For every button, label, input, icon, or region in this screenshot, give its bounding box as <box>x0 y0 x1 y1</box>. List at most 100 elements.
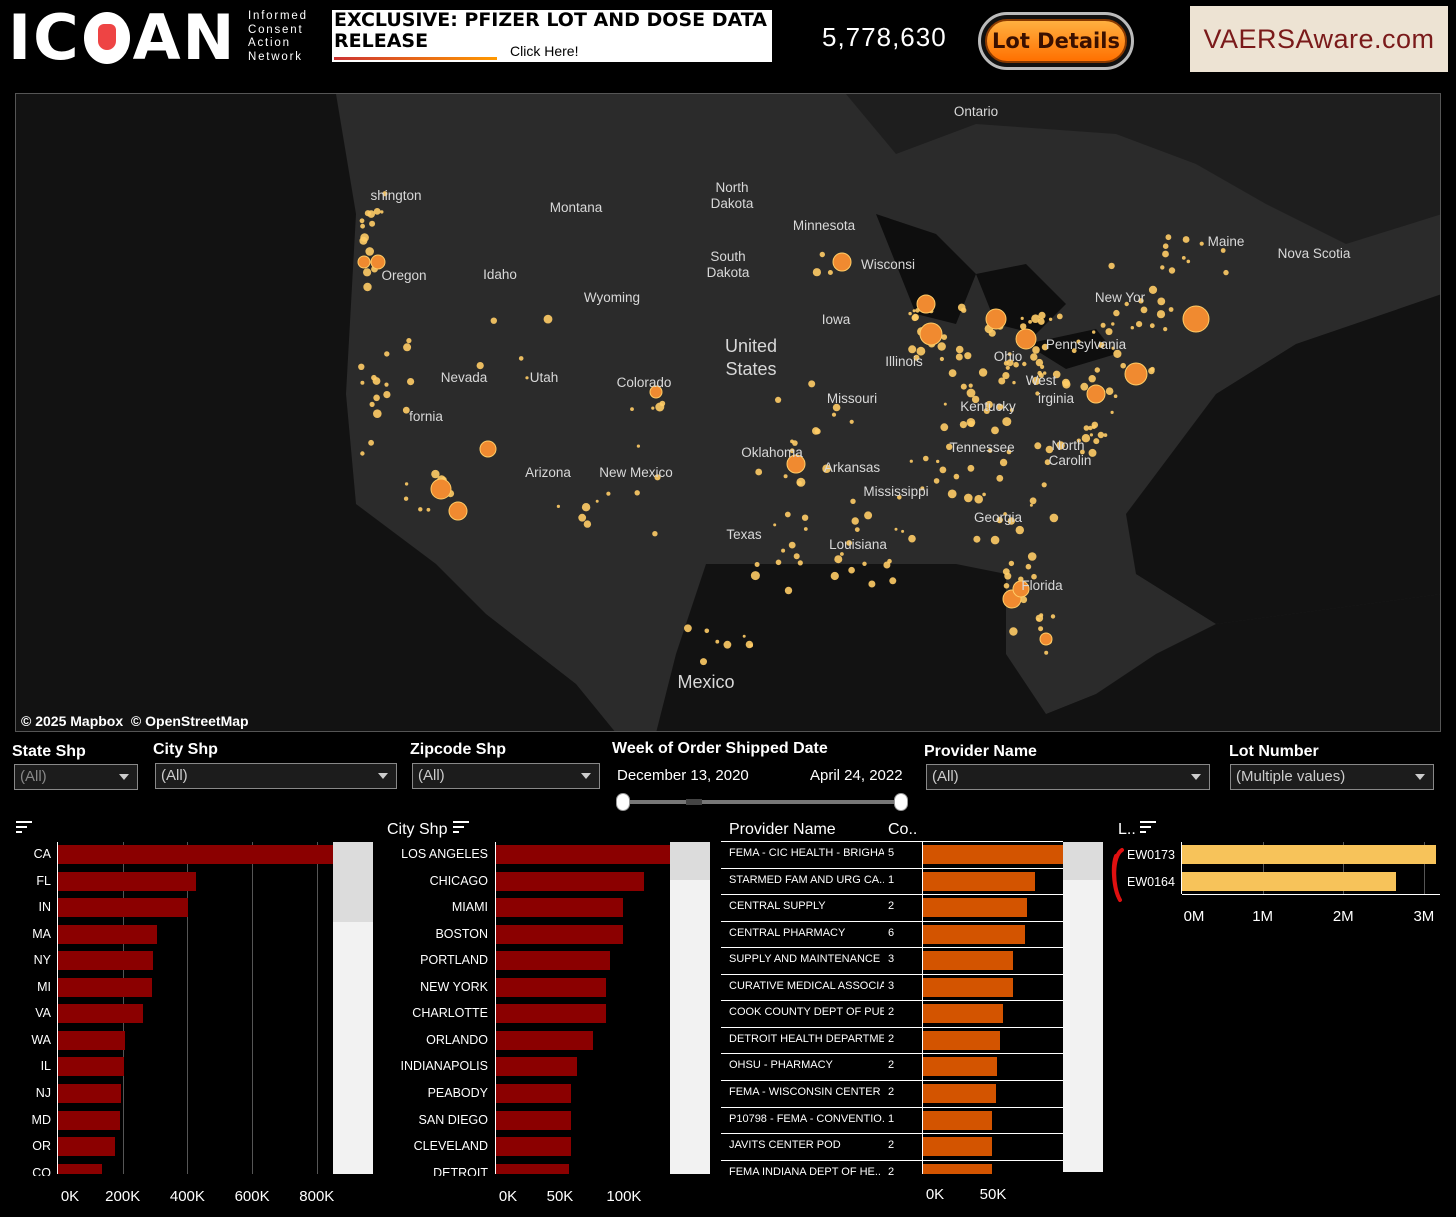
shipment-dot-large[interactable] <box>1039 632 1053 646</box>
lot-category-label[interactable]: EW0173 <box>1127 848 1175 862</box>
shipment-dot[interactable] <box>1041 343 1049 351</box>
state-category-label[interactable]: FL <box>36 873 51 888</box>
shipment-dot[interactable] <box>1003 583 1010 589</box>
shipment-dot[interactable] <box>403 496 409 501</box>
shipment-dot[interactable] <box>1041 482 1047 488</box>
shipment-dot[interactable] <box>383 391 391 399</box>
shipment-dot[interactable] <box>808 380 816 388</box>
shipment-dot[interactable] <box>960 383 967 390</box>
city-category-label[interactable]: CHICAGO <box>429 873 488 888</box>
shipment-dot[interactable] <box>897 495 902 500</box>
shipment-dot[interactable] <box>796 480 802 486</box>
shipment-dot[interactable] <box>803 527 808 531</box>
city-category-label[interactable]: MIAMI <box>451 900 488 915</box>
shipment-dot[interactable] <box>1080 449 1085 455</box>
state-bar[interactable] <box>58 1163 102 1174</box>
shipment-dot[interactable] <box>1105 387 1114 396</box>
shipment-dot[interactable] <box>1088 375 1096 383</box>
shipment-dot[interactable] <box>1038 626 1044 632</box>
city-bar[interactable] <box>496 1110 572 1130</box>
shipment-dot[interactable] <box>525 376 529 380</box>
shipment-dot[interactable] <box>1081 434 1091 443</box>
shipment-dot[interactable] <box>1009 627 1018 636</box>
provider-bar[interactable] <box>923 1110 992 1130</box>
provider-name-cell[interactable]: DETROIT HEALTH DEPARTME.. <box>729 1032 884 1045</box>
shipment-dot[interactable] <box>996 474 1004 482</box>
shipment-dot[interactable] <box>831 412 837 417</box>
shipment-dot[interactable] <box>889 577 897 585</box>
shipment-dot[interactable] <box>968 420 975 427</box>
shipment-dot[interactable] <box>1098 342 1105 348</box>
provider-name-cell[interactable]: SUPPLY AND MAINTENANCE <box>729 953 881 966</box>
shipment-dot[interactable] <box>384 351 390 357</box>
shipment-dot[interactable] <box>404 482 409 486</box>
city-category-label[interactable]: NEW YORK <box>420 979 488 994</box>
shipment-dot[interactable] <box>1003 512 1007 516</box>
shipment-dot-large[interactable] <box>916 294 936 314</box>
state-category-label[interactable]: VA <box>35 1006 51 1021</box>
shipment-dot[interactable] <box>1032 376 1041 385</box>
shipment-dot[interactable] <box>901 529 905 533</box>
provider-bar[interactable] <box>923 977 1013 997</box>
shipment-dot[interactable] <box>1020 316 1024 320</box>
state-bar[interactable] <box>58 977 152 997</box>
shipment-dot[interactable] <box>1031 573 1037 580</box>
city-category-label[interactable]: CLEVELAND <box>413 1139 488 1154</box>
date-slider-track[interactable] <box>622 800 902 804</box>
shipment-dot[interactable] <box>1091 421 1099 429</box>
shipment-dot[interactable] <box>359 218 365 224</box>
provider-name-cell[interactable]: P10798 - FEMA - CONVENTIO.. <box>729 1112 884 1125</box>
shipment-dot[interactable] <box>1007 352 1012 356</box>
shipment-dot[interactable] <box>363 268 372 277</box>
provider-name-cell[interactable]: JAVITS CENTER POD <box>729 1139 841 1152</box>
shipment-dot[interactable] <box>991 426 999 435</box>
state-category-label[interactable]: WA <box>31 1032 51 1047</box>
shipment-dot[interactable] <box>1089 433 1093 437</box>
date-slider-end-handle[interactable] <box>894 793 908 811</box>
shipment-dot[interactable] <box>1130 326 1135 330</box>
city-bar[interactable] <box>496 924 623 944</box>
shipment-dot-large[interactable] <box>985 308 1007 330</box>
shipment-dot[interactable] <box>358 363 365 370</box>
shipment-dot[interactable] <box>1156 310 1166 319</box>
shipment-dot[interactable] <box>1038 311 1046 319</box>
shipment-dot[interactable] <box>1050 614 1056 619</box>
sort-icon[interactable] <box>1140 821 1156 835</box>
shipment-dot[interactable] <box>941 334 948 340</box>
shipment-dot[interactable] <box>1020 323 1027 330</box>
shipment-dot[interactable] <box>402 406 410 414</box>
provider-bar[interactable] <box>923 1057 998 1077</box>
shipment-dot[interactable] <box>426 507 431 512</box>
shipment-dot[interactable] <box>909 459 913 463</box>
city-bar[interactable] <box>496 951 610 971</box>
shipment-dot[interactable] <box>373 409 382 419</box>
city-chart-scroll-thumb[interactable] <box>670 842 710 880</box>
shipment-dot[interactable] <box>849 419 854 424</box>
shipment-dot[interactable] <box>968 383 973 388</box>
shipment-dot[interactable] <box>775 396 782 403</box>
city-bar[interactable] <box>496 898 623 918</box>
city-bar[interactable] <box>496 1057 577 1077</box>
shipment-dot[interactable] <box>990 535 1000 545</box>
provider-bar[interactable] <box>923 1004 1003 1024</box>
shipment-dot[interactable] <box>1044 650 1049 655</box>
city-bar[interactable] <box>496 1004 607 1024</box>
provider-name-cell[interactable]: FEMA INDIANA DEPT OF HE.. <box>729 1165 881 1178</box>
shipment-dot[interactable] <box>971 395 980 404</box>
city-bar[interactable] <box>496 1163 569 1174</box>
shipment-dot[interactable] <box>846 540 852 546</box>
shipment-dot[interactable] <box>1088 425 1093 431</box>
provider-bar[interactable] <box>923 845 1063 864</box>
shipment-dot[interactable] <box>1163 327 1168 332</box>
city-bar[interactable] <box>496 1083 572 1103</box>
city-bar[interactable] <box>496 977 607 997</box>
shipment-dot[interactable] <box>1056 441 1065 450</box>
shipment-dot[interactable] <box>1052 370 1061 379</box>
shipment-dot[interactable] <box>1103 433 1108 437</box>
shipment-dot[interactable] <box>382 191 388 197</box>
shipment-dot[interactable] <box>1080 382 1089 391</box>
shipment-dot[interactable] <box>1013 361 1019 368</box>
shipment-dot[interactable] <box>974 494 983 504</box>
shipment-dot[interactable] <box>1040 364 1045 369</box>
shipment-dot[interactable] <box>704 628 710 634</box>
